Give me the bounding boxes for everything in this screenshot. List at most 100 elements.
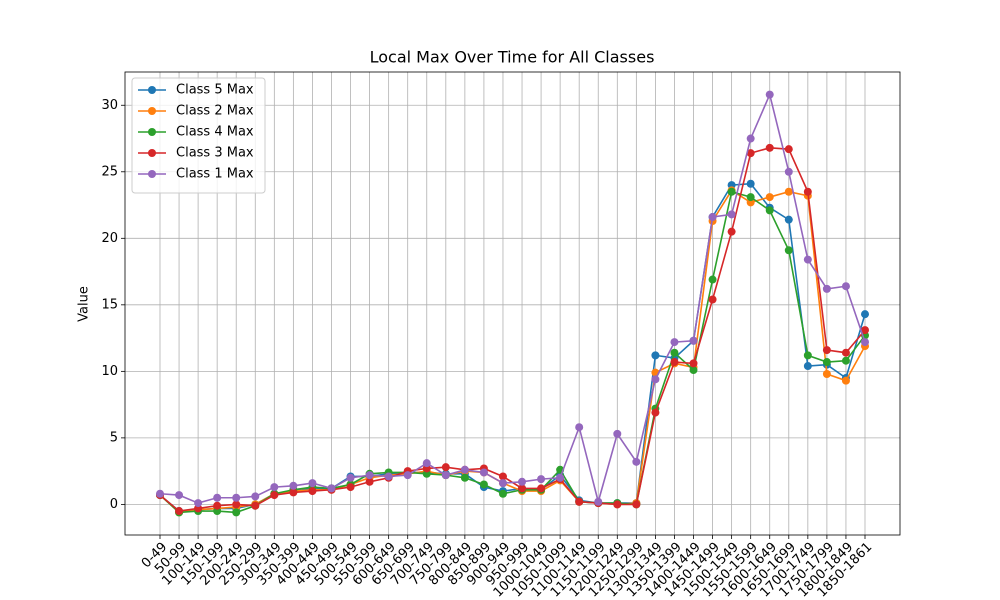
data-point bbox=[708, 213, 717, 222]
data-point bbox=[822, 284, 831, 293]
data-point bbox=[670, 348, 679, 357]
data-point bbox=[613, 429, 622, 438]
data-point bbox=[270, 483, 279, 492]
legend-marker bbox=[148, 149, 156, 157]
data-point bbox=[422, 459, 431, 468]
data-point bbox=[575, 497, 584, 506]
y-tick-label: 10 bbox=[101, 364, 118, 379]
data-point bbox=[441, 471, 450, 480]
data-point bbox=[498, 489, 507, 498]
data-point bbox=[822, 370, 831, 379]
legend-marker bbox=[148, 170, 156, 178]
data-point bbox=[594, 497, 603, 506]
data-point bbox=[289, 481, 298, 490]
y-tick-label: 0 bbox=[110, 497, 118, 512]
data-point bbox=[746, 193, 755, 202]
legend-label: Class 3 Max bbox=[176, 146, 254, 161]
data-point bbox=[213, 501, 222, 510]
y-tick-label: 20 bbox=[101, 231, 118, 246]
y-tick-label: 25 bbox=[101, 164, 118, 179]
data-point bbox=[784, 215, 793, 224]
y-tick-label: 30 bbox=[101, 98, 118, 113]
data-point bbox=[308, 487, 317, 496]
data-point bbox=[213, 493, 222, 502]
data-point bbox=[841, 282, 850, 291]
data-point bbox=[708, 275, 717, 284]
data-point bbox=[727, 227, 736, 236]
data-point bbox=[803, 255, 812, 264]
data-point bbox=[822, 346, 831, 355]
data-point bbox=[861, 326, 869, 335]
data-point bbox=[251, 501, 260, 510]
data-point bbox=[384, 472, 393, 481]
chart-title: Local Max Over Time for All Classes bbox=[370, 48, 655, 67]
data-point bbox=[156, 489, 164, 498]
legend: Class 5 Max Class 2 Max Class 4 Max Class 3… bbox=[131, 77, 266, 194]
data-point bbox=[232, 508, 241, 517]
data-point bbox=[175, 491, 184, 500]
data-point bbox=[632, 500, 641, 509]
data-point bbox=[689, 336, 698, 345]
data-point bbox=[479, 468, 488, 477]
data-point bbox=[803, 362, 812, 371]
data-point bbox=[727, 210, 736, 219]
y-axis-label: Value bbox=[77, 286, 92, 322]
data-point bbox=[175, 507, 184, 516]
data-point bbox=[765, 206, 774, 215]
data-point bbox=[613, 500, 622, 509]
legend-marker bbox=[148, 86, 156, 94]
data-point bbox=[537, 484, 546, 493]
data-point bbox=[746, 179, 755, 188]
y-tick-label: 15 bbox=[101, 297, 118, 312]
data-point bbox=[346, 483, 355, 492]
data-point bbox=[232, 493, 241, 502]
data-point bbox=[670, 338, 679, 347]
plot-area bbox=[156, 90, 869, 517]
legend-label: Class 5 Max bbox=[176, 83, 254, 98]
data-point bbox=[537, 475, 546, 484]
data-point bbox=[746, 149, 755, 158]
data-point bbox=[479, 480, 488, 489]
data-point bbox=[784, 145, 793, 154]
data-point bbox=[861, 310, 869, 319]
data-point bbox=[194, 499, 203, 508]
data-point bbox=[403, 471, 412, 480]
data-point bbox=[346, 473, 355, 482]
y-tick-label: 5 bbox=[110, 430, 118, 445]
data-point bbox=[651, 351, 660, 360]
data-point bbox=[841, 356, 850, 365]
legend-label: Class 2 Max bbox=[176, 104, 254, 119]
legend-box bbox=[131, 77, 266, 194]
data-point bbox=[651, 408, 660, 417]
data-point bbox=[460, 465, 469, 474]
data-point bbox=[632, 457, 641, 466]
data-point bbox=[727, 187, 736, 196]
data-point bbox=[784, 246, 793, 255]
data-point bbox=[784, 167, 793, 176]
legend-label: Class 1 Max bbox=[176, 167, 254, 182]
data-point bbox=[498, 472, 507, 481]
legend-marker bbox=[148, 128, 156, 136]
data-point bbox=[784, 187, 793, 196]
data-point bbox=[689, 359, 698, 368]
data-point bbox=[460, 473, 469, 482]
data-point bbox=[861, 338, 869, 347]
data-point bbox=[651, 375, 660, 384]
data-point bbox=[232, 500, 241, 509]
data-point bbox=[518, 484, 527, 493]
data-point bbox=[251, 492, 260, 501]
data-point bbox=[841, 376, 850, 385]
data-point bbox=[289, 488, 298, 497]
data-point bbox=[708, 295, 717, 304]
axes-frame bbox=[124, 71, 901, 536]
legend-label: Class 4 Max bbox=[176, 125, 254, 140]
data-point bbox=[308, 479, 317, 488]
data-point bbox=[803, 187, 812, 196]
data-point bbox=[765, 90, 774, 99]
data-point bbox=[746, 134, 755, 143]
data-point bbox=[822, 358, 831, 367]
data-point bbox=[365, 471, 374, 480]
data-point bbox=[803, 351, 812, 360]
data-point bbox=[498, 479, 507, 488]
